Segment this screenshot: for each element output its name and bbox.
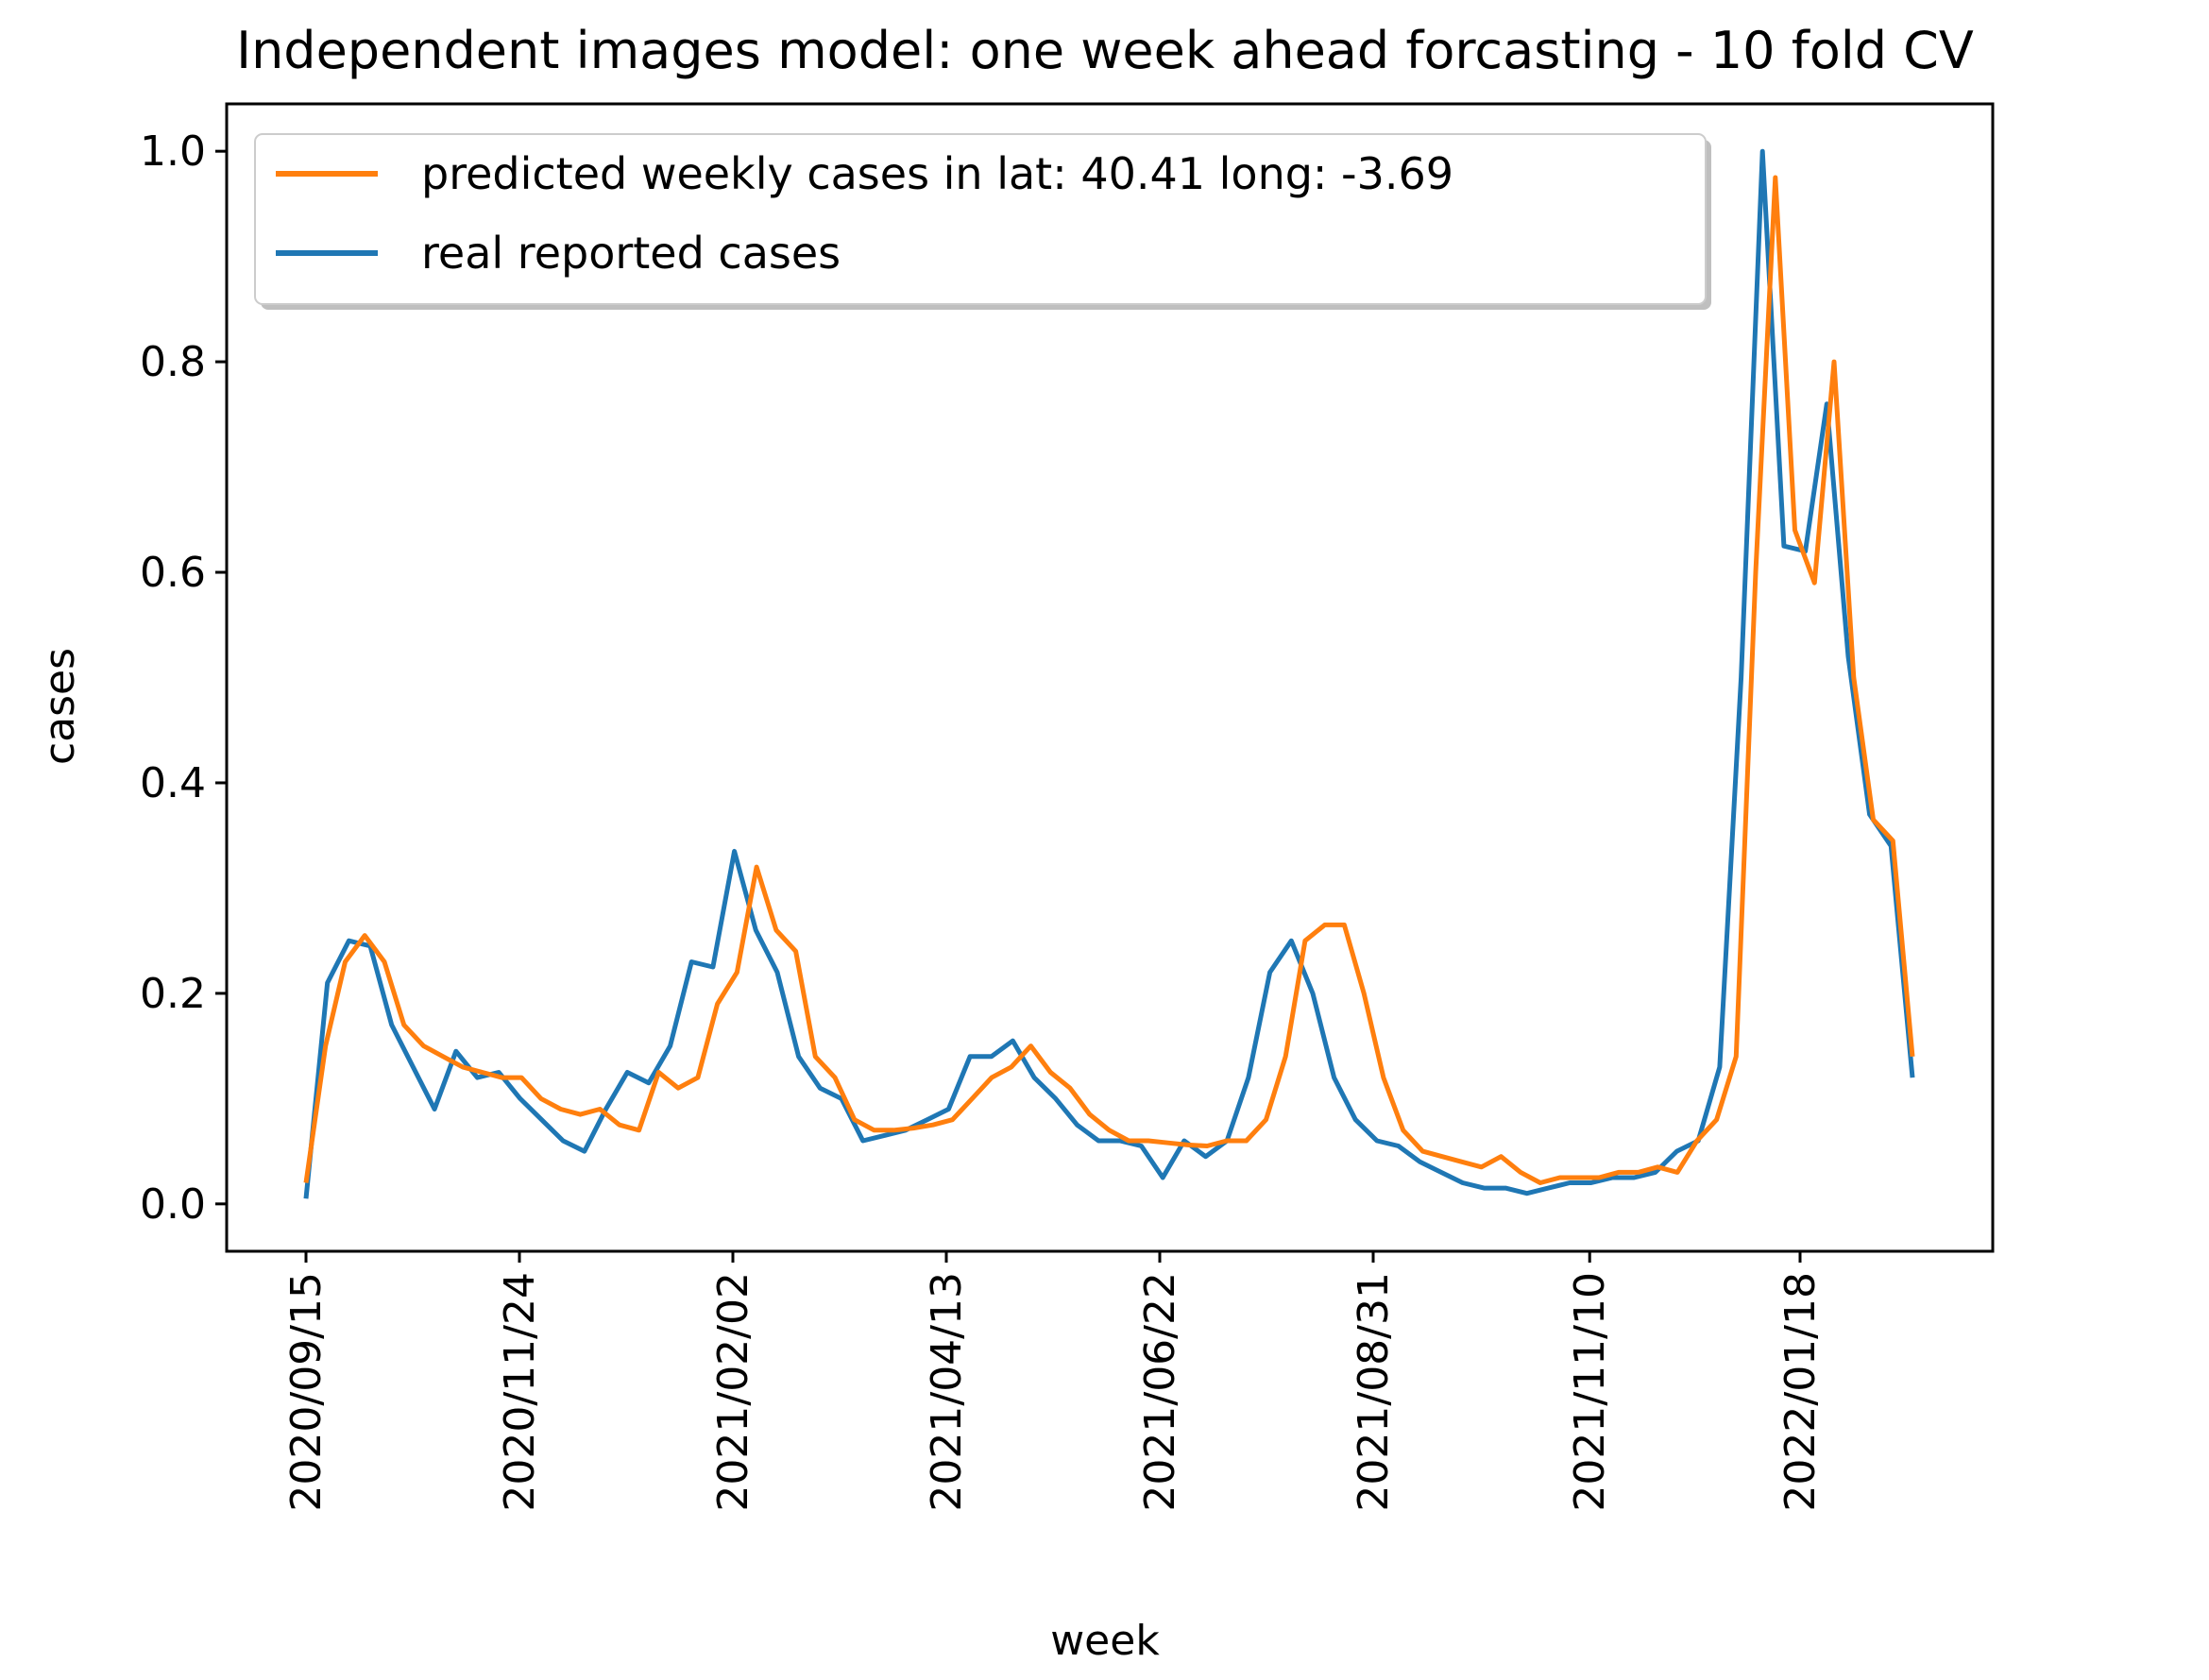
plot-area-frame [225, 102, 1995, 1253]
legend-label-1: real reported cases [421, 228, 841, 279]
y-tick-label: 0.4 [140, 759, 206, 807]
y-tick-label: 0.2 [140, 970, 206, 1018]
x-tick-label: 2021/08/31 [1350, 1272, 1398, 1512]
y-tick-label: 0.0 [140, 1180, 206, 1229]
x-axis: 2020/09/15 2020/11/24 2021/02/02 2021/04/13… [282, 1251, 1825, 1512]
series-line-0 [303, 175, 1915, 1185]
x-tick-label: 2020/11/24 [496, 1272, 544, 1512]
x-tick-label: 2022/01/18 [1776, 1272, 1825, 1512]
y-axis: 0.0 0.2 0.4 0.6 0.8 1.0 [140, 127, 227, 1229]
legend-box [254, 133, 1707, 305]
y-axis-label: cases [36, 648, 84, 765]
series-layer [303, 148, 1915, 1199]
x-tick-label: 2021/02/02 [709, 1272, 757, 1512]
y-tick-label: 1.0 [140, 127, 206, 176]
x-tick-label: 2020/09/15 [282, 1272, 331, 1512]
chart-title: Independent images model: one week ahead… [236, 21, 1974, 80]
x-tick-label: 2021/04/13 [923, 1272, 971, 1512]
legend-label-0: predicted weekly cases in lat: 40.41 lon… [421, 148, 1453, 199]
legend: predicted weekly cases in lat: 40.41 lon… [254, 133, 1711, 310]
x-axis-label: week [1050, 1617, 1160, 1665]
x-tick-label: 2021/11/10 [1566, 1272, 1614, 1512]
series-line-1 [303, 148, 1915, 1199]
y-tick-label: 0.8 [140, 338, 206, 386]
x-tick-label: 2021/06/22 [1136, 1272, 1184, 1512]
y-tick-label: 0.6 [140, 549, 206, 597]
